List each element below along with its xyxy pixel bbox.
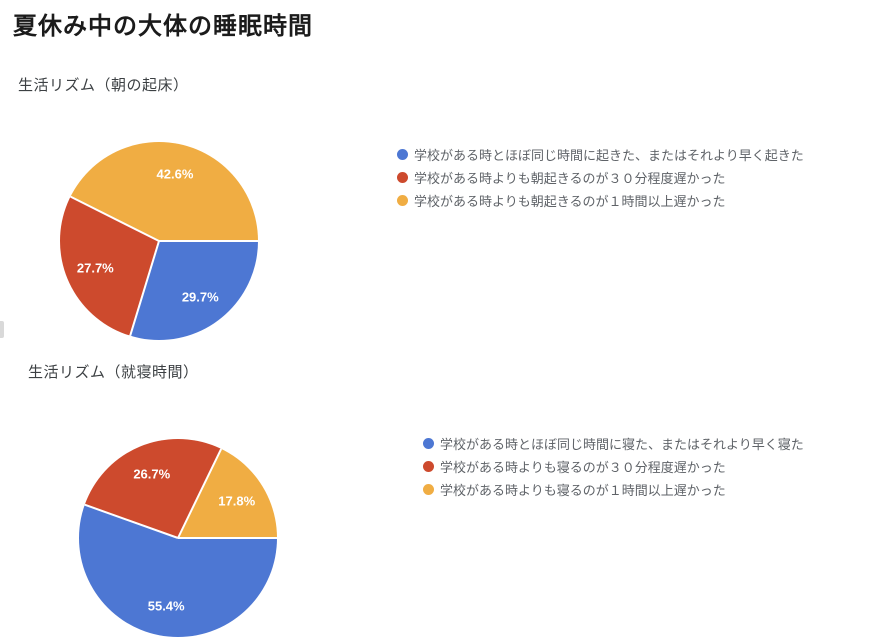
legend-label: 学校がある時とほぼ同じ時間に起きた、またはそれより早く起きた [414,148,804,163]
slice-divider [70,195,160,242]
slice-percentage-label: 17.8% [218,493,256,509]
slice-divider [177,448,223,539]
legend-label: 学校がある時よりも朝起きるのが１時間以上遅かった [414,194,726,209]
legend-label: 学校がある時よりも寝るのが３０分程度遅かった [440,460,726,475]
legend-color-swatch [423,461,434,472]
legend-color-swatch [397,149,408,160]
slice-divider [129,240,160,337]
slice-percentage-label: 42.6% [156,166,194,182]
legend-item: 学校がある時よりも朝起きるのが３０分程度遅かった [397,166,804,189]
left-edge-artifact [0,321,4,338]
legend-label: 学校がある時よりも寝るのが１時間以上遅かった [440,483,726,498]
slice-percentage-label: 26.7% [133,466,171,482]
legend-color-swatch [397,172,408,183]
legend-color-swatch [423,438,434,449]
slice-percentage-label: 29.7% [181,289,219,305]
legend-item: 学校がある時よりも寝るのが１時間以上遅かった [423,478,804,501]
chart-title-bedtime: 生活リズム（就寝時間） [28,364,199,381]
pie-chart-bedtime: 55.4% 26.7% 17.8% [79,439,277,637]
slice-divider [178,537,277,539]
legend-color-swatch [397,195,408,206]
page-title: 夏休み中の大体の睡眠時間 [13,13,313,40]
legend-item: 学校がある時よりも朝起きるのが１時間以上遅かった [397,189,804,212]
legend-label: 学校がある時とほぼ同じ時間に寝た、またはそれより早く寝た [440,437,804,452]
pie-chart-morning-wakeup: 29.7% 27.7% 42.6% [60,142,258,340]
legend-item: 学校がある時よりも寝るのが３０分程度遅かった [423,455,804,478]
legend-label: 学校がある時よりも朝起きるのが３０分程度遅かった [414,171,726,186]
chart-title-morning-wakeup: 生活リズム（朝の起床） [18,77,189,94]
legend-item: 学校がある時とほぼ同じ時間に寝た、またはそれより早く寝た [423,432,804,455]
slice-divider [84,503,179,539]
legend-color-swatch [423,484,434,495]
legend-bedtime: 学校がある時とほぼ同じ時間に寝た、またはそれより早く寝た 学校がある時よりも寝るの… [423,432,804,501]
slice-percentage-label: 27.7% [76,260,114,276]
legend-morning-wakeup: 学校がある時とほぼ同じ時間に起きた、またはそれより早く起きた 学校がある時よりも朝… [397,143,804,212]
legend-item: 学校がある時とほぼ同じ時間に起きた、またはそれより早く起きた [397,143,804,166]
slice-percentage-label: 55.4% [147,598,185,614]
slice-divider [159,240,258,242]
